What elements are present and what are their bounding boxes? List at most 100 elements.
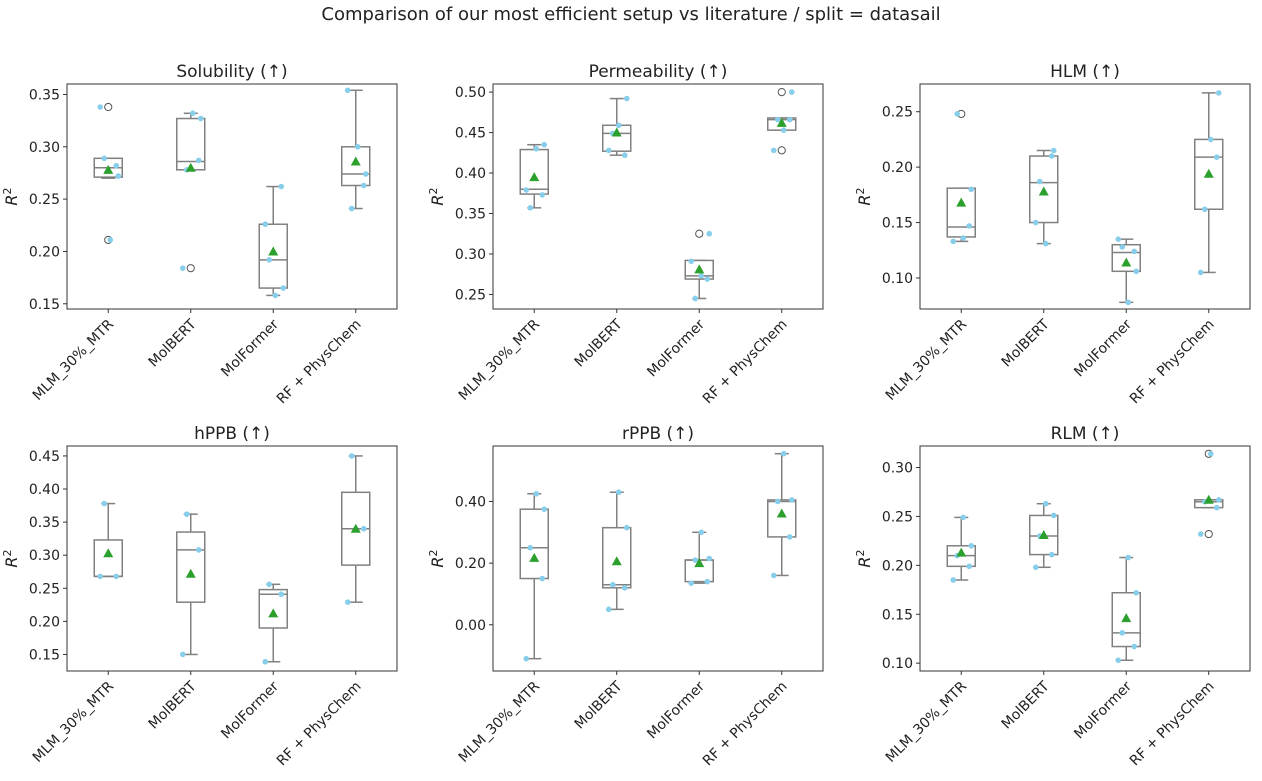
y-axis-label-superscript: 2 xyxy=(854,187,867,194)
data-point xyxy=(266,581,273,588)
data-point xyxy=(344,87,351,94)
y-tick-label: 0.20 xyxy=(29,244,60,260)
data-point xyxy=(621,152,628,159)
mean-marker xyxy=(611,127,622,137)
panel-5: RLM (↑) 0.10 0.15 0.20 0.25 0.30 R2 MLM_30%_MTR… xyxy=(854,424,1251,769)
mean-marker xyxy=(776,508,787,518)
data-point xyxy=(362,171,369,177)
data-point xyxy=(615,122,622,129)
data-point xyxy=(541,141,548,148)
data-point xyxy=(107,237,114,243)
mean-marker xyxy=(956,547,967,557)
box-iqr xyxy=(341,146,371,187)
x-tick-label: MolFormer xyxy=(1071,678,1135,742)
data-point xyxy=(605,606,612,613)
mean-marker xyxy=(268,246,279,256)
data-point xyxy=(968,186,975,193)
data-point xyxy=(1042,500,1049,507)
box-1 xyxy=(1029,149,1059,245)
data-point xyxy=(348,453,355,459)
box-3 xyxy=(1194,92,1224,274)
box-iqr xyxy=(519,508,549,580)
y-tick-label: 0.20 xyxy=(29,614,60,630)
mean-marker xyxy=(1203,494,1214,504)
data-point xyxy=(189,110,196,117)
data-point xyxy=(1213,504,1220,511)
box-0 xyxy=(946,109,976,243)
data-point xyxy=(698,273,705,279)
box-iqr xyxy=(258,223,288,289)
data-point xyxy=(101,155,108,162)
data-point xyxy=(197,115,204,122)
box-flier xyxy=(777,87,786,97)
x-tick-label: MolFormer xyxy=(644,316,708,380)
data-point xyxy=(348,205,355,212)
data-point xyxy=(97,104,104,110)
data-point xyxy=(360,182,367,189)
y-tick-label: 0.15 xyxy=(29,297,60,313)
box-flier xyxy=(104,102,113,112)
mean-marker xyxy=(529,172,540,182)
data-point xyxy=(1131,248,1138,255)
box-2 xyxy=(258,185,288,297)
box-0 xyxy=(519,493,549,660)
data-point xyxy=(1036,178,1043,185)
data-point xyxy=(1115,236,1122,242)
y-axis-label: R2 xyxy=(427,549,448,567)
y-axis-label-superscript: 2 xyxy=(854,549,867,556)
x-tick-label: MolFormer xyxy=(218,316,282,380)
box-iqr xyxy=(946,187,976,238)
data-point xyxy=(780,450,787,457)
x-tick-label: MolBERT xyxy=(572,678,626,732)
x-tick-label: MLM_30%_MTR xyxy=(456,316,543,403)
y-axis-label-superscript: 2 xyxy=(427,187,440,194)
data-point xyxy=(780,127,787,133)
data-point xyxy=(960,235,967,241)
data-point xyxy=(692,295,699,302)
panel-3: hPPB (↑) 0.15 0.20 0.25 0.30 0.35 0.40 0.45 R2 ML… xyxy=(1,424,398,769)
y-axis-label: R2 xyxy=(854,187,875,205)
box-iqr xyxy=(93,539,123,578)
data-point xyxy=(280,285,287,291)
data-point xyxy=(266,257,273,263)
data-point xyxy=(1207,451,1214,457)
y-tick-label: 0.30 xyxy=(455,247,486,263)
y-tick-label: 0.25 xyxy=(455,287,486,303)
data-point xyxy=(179,651,186,658)
x-tick-label: RF + PhysChem xyxy=(1127,679,1218,770)
y-tick-label: 0.20 xyxy=(882,558,913,574)
data-point xyxy=(615,489,622,496)
x-tick-label: MolFormer xyxy=(1071,316,1135,380)
mean-marker xyxy=(1038,530,1049,540)
data-point xyxy=(183,511,190,517)
mean-marker xyxy=(611,556,622,566)
data-point xyxy=(1133,589,1140,596)
data-point xyxy=(770,147,777,154)
data-point xyxy=(786,534,793,540)
data-point xyxy=(113,573,120,580)
y-tick-label: 0.40 xyxy=(455,494,486,510)
box-3 xyxy=(767,452,797,577)
mean-marker xyxy=(350,523,361,533)
mean-marker xyxy=(1203,168,1214,178)
data-point xyxy=(1048,551,1055,558)
y-tick-label: 0.15 xyxy=(882,607,913,623)
data-point xyxy=(1048,153,1055,159)
data-point xyxy=(272,292,279,299)
data-point xyxy=(1050,512,1057,519)
data-point xyxy=(278,591,285,598)
x-tick-label: MLM_30%_MTR xyxy=(456,678,543,765)
data-point xyxy=(262,221,269,228)
y-tick-label: 0.45 xyxy=(29,449,60,465)
panel-title: RLM (↑) xyxy=(1051,424,1120,444)
mean-marker xyxy=(1038,186,1049,196)
data-point xyxy=(774,498,781,505)
data-point xyxy=(1125,554,1132,561)
box-flier xyxy=(777,146,786,155)
data-point xyxy=(539,575,546,582)
x-tick-label: MLM_30%_MTR xyxy=(30,316,117,403)
data-point xyxy=(704,276,711,282)
data-point xyxy=(706,555,713,562)
box-1 xyxy=(176,513,206,656)
data-point xyxy=(706,230,713,237)
